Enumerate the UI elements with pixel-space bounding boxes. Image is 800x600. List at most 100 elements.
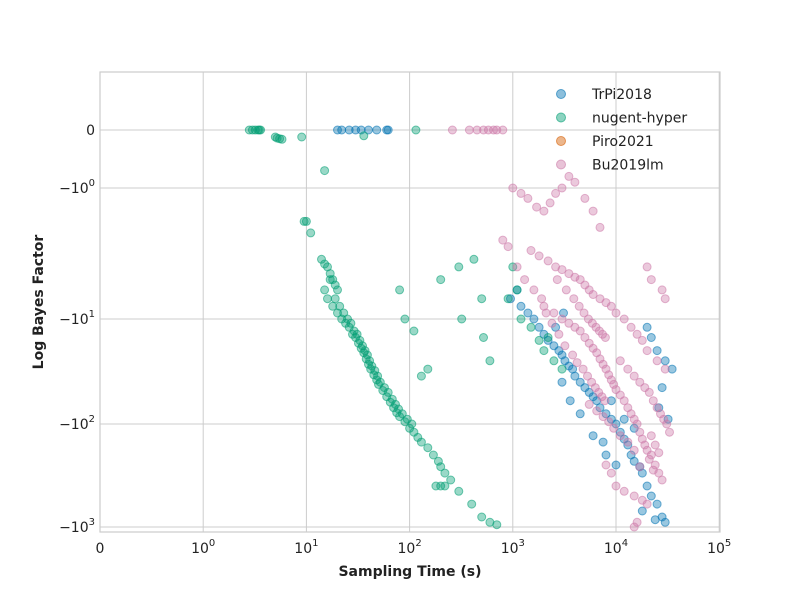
data-point xyxy=(592,406,602,416)
data-point xyxy=(659,414,669,424)
data-point xyxy=(601,450,611,460)
data-point xyxy=(407,419,417,429)
data-point xyxy=(635,462,645,472)
data-point xyxy=(358,341,367,351)
data-point xyxy=(629,414,639,424)
data-point xyxy=(600,333,610,342)
data-point xyxy=(657,475,667,485)
y-tick-label: 0 xyxy=(86,123,95,139)
data-point xyxy=(646,333,656,342)
data-point xyxy=(416,437,426,447)
data-point xyxy=(529,314,539,324)
y-axis-ticks: 0 −100 −101 −102 −103 xyxy=(59,123,95,536)
data-point xyxy=(469,254,479,264)
data-point xyxy=(391,399,400,409)
data-point xyxy=(512,262,522,272)
data-point xyxy=(623,440,633,450)
data-point xyxy=(584,399,594,409)
data-point xyxy=(606,301,616,311)
data-point xyxy=(367,361,377,371)
data-point xyxy=(400,314,410,324)
data-point xyxy=(657,383,667,393)
legend-marker xyxy=(556,159,566,170)
y-tick-label: −103 xyxy=(59,517,95,536)
data-point xyxy=(440,481,450,491)
data-point xyxy=(565,396,575,406)
data-point xyxy=(297,132,307,142)
data-point xyxy=(570,371,580,381)
data-point xyxy=(609,423,619,433)
x-tick-label: 105 xyxy=(707,538,731,557)
x-axis-ticks: 0 100 101 102 103 104 105 xyxy=(96,538,732,557)
data-point xyxy=(330,280,340,290)
data-point xyxy=(479,333,488,342)
data-point xyxy=(626,322,636,332)
data-point xyxy=(572,358,582,368)
data-point xyxy=(457,314,467,324)
data-point xyxy=(333,285,342,295)
data-point xyxy=(446,475,456,485)
data-point xyxy=(654,448,664,458)
data-point xyxy=(619,396,629,406)
data-point xyxy=(423,364,433,374)
data-point xyxy=(539,346,549,356)
data-point xyxy=(665,427,674,437)
data-point xyxy=(520,275,530,285)
data-point xyxy=(632,517,642,527)
data-point xyxy=(409,326,419,336)
data-point xyxy=(635,377,645,387)
data-point xyxy=(395,285,405,295)
data-point xyxy=(637,335,647,345)
x-tick-label: 0 xyxy=(96,541,105,557)
data-point xyxy=(372,125,382,135)
data-point xyxy=(632,419,642,429)
data-point xyxy=(619,314,629,324)
data-point xyxy=(543,256,553,266)
data-point xyxy=(642,499,652,509)
data-point xyxy=(569,294,579,304)
data-point xyxy=(423,443,433,453)
data-point xyxy=(328,275,338,285)
data-point xyxy=(642,262,652,272)
data-point xyxy=(652,346,662,356)
data-point xyxy=(317,254,326,264)
data-point xyxy=(648,465,658,475)
data-point xyxy=(489,125,498,135)
legend-label: TrPi2018 xyxy=(591,87,652,103)
data-point xyxy=(583,371,592,381)
data-point xyxy=(646,491,656,501)
y-tick-label: −101 xyxy=(59,309,95,328)
data-point xyxy=(619,486,629,496)
data-point xyxy=(557,183,567,193)
data-point xyxy=(604,417,614,427)
data-point xyxy=(623,364,633,374)
data-point xyxy=(557,314,567,324)
data-point xyxy=(492,520,502,530)
data-point xyxy=(477,512,487,522)
data-point xyxy=(590,383,600,393)
data-point xyxy=(595,403,605,413)
data-point xyxy=(306,228,316,238)
data-point xyxy=(568,350,578,360)
data-point xyxy=(570,177,580,187)
data-point xyxy=(662,419,672,429)
data-point xyxy=(436,462,446,472)
data-point xyxy=(564,171,574,181)
legend-label: Piro2021 xyxy=(592,134,654,150)
data-point xyxy=(512,285,522,295)
data-point xyxy=(503,294,513,304)
data-point xyxy=(646,431,656,441)
data-point xyxy=(660,294,670,304)
data-point xyxy=(454,262,464,272)
data-point xyxy=(594,326,604,336)
data-point xyxy=(637,506,647,516)
data-point xyxy=(632,329,642,339)
data-point xyxy=(498,125,508,135)
x-tick-label: 103 xyxy=(501,538,525,557)
data-point xyxy=(650,460,660,470)
data-point xyxy=(615,431,625,441)
data-point xyxy=(498,235,508,245)
data-point xyxy=(440,468,450,478)
data-point xyxy=(611,481,621,491)
